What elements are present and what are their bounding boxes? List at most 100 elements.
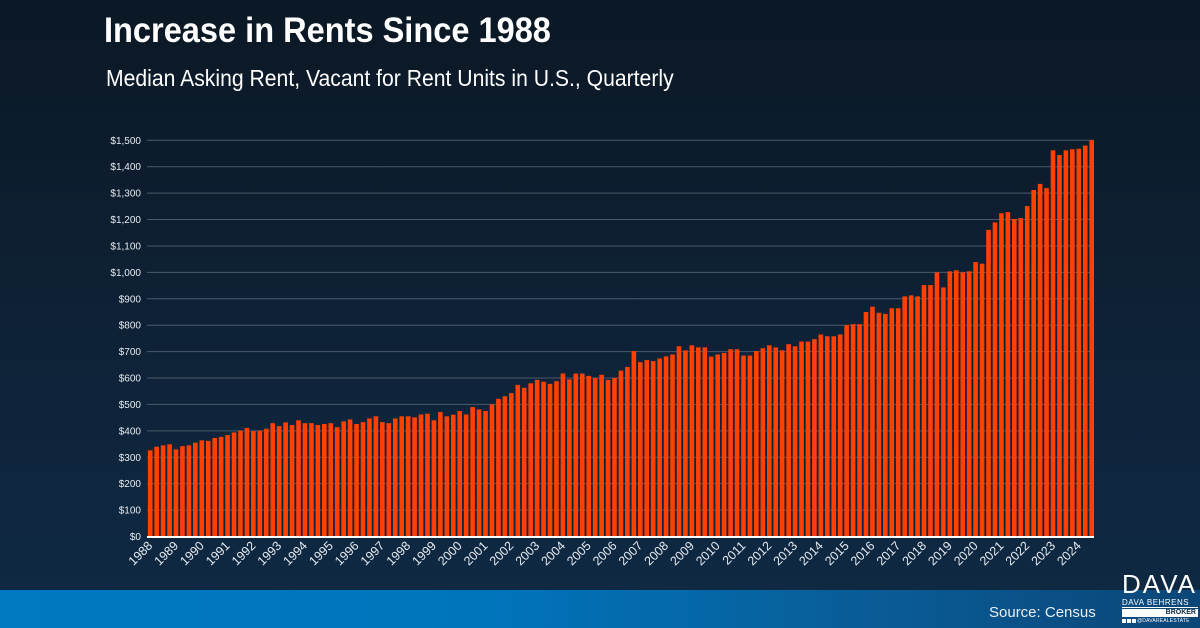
x-tick-label: 2022 — [1003, 539, 1033, 569]
bar — [986, 229, 991, 537]
bar — [631, 351, 637, 537]
bar — [644, 360, 650, 537]
bar — [960, 272, 966, 537]
x-tick-label: 2014 — [796, 539, 826, 569]
bar — [1089, 140, 1094, 537]
x-tick-label: 1991 — [203, 539, 233, 569]
bar — [567, 379, 572, 537]
y-tick-label: $1,200 — [110, 215, 141, 226]
bar — [592, 378, 598, 537]
bar — [1031, 189, 1036, 537]
bar — [470, 407, 475, 537]
bar — [573, 373, 579, 537]
bar — [676, 346, 682, 537]
bar — [147, 450, 153, 537]
bar — [928, 285, 933, 537]
x-tick-label: 2009 — [667, 539, 697, 569]
bar — [360, 422, 366, 537]
bar — [334, 427, 340, 537]
bar — [721, 352, 727, 537]
bar — [296, 420, 301, 537]
bar — [1018, 217, 1024, 537]
bar — [380, 422, 385, 537]
bar — [883, 313, 888, 537]
bar — [309, 423, 314, 537]
bar — [915, 296, 920, 537]
bar — [612, 378, 617, 537]
x-tick-label: 1997 — [358, 539, 388, 569]
bar — [734, 349, 740, 537]
bar — [489, 404, 495, 537]
x-axis-tick-labels: 1988198919901991199219931994199519961997… — [126, 539, 1084, 569]
y-axis-tick-labels: $0 $100 $200 $300 $400 $500 $600 $700 $800 $900 $1… — [110, 136, 141, 543]
logo-wordmark: DAVA — [1122, 571, 1197, 598]
bar — [521, 387, 527, 537]
x-tick-label: 1996 — [332, 539, 362, 569]
bar — [180, 446, 185, 537]
x-tick-label: 2019 — [925, 539, 955, 569]
bar — [953, 270, 959, 537]
bar — [947, 271, 953, 537]
bar — [825, 336, 830, 537]
y-tick-label: $600 — [119, 374, 142, 385]
y-tick-label: $1,000 — [110, 268, 141, 279]
bar — [605, 379, 611, 537]
bar — [831, 336, 837, 537]
bar — [418, 414, 424, 537]
bar — [792, 346, 798, 537]
bar — [476, 409, 482, 537]
bars — [147, 140, 1094, 537]
bar — [941, 287, 946, 537]
x-tick-label: 2024 — [1054, 539, 1084, 569]
logo-social-row: @DAVAREALESTATE — [1122, 618, 1198, 625]
footer-band — [0, 590, 1200, 628]
chart-title: Increase in Rents Since 1988 — [104, 11, 551, 50]
bar — [1063, 150, 1069, 537]
source-note: Source: Census — [989, 604, 1096, 621]
bar — [302, 423, 308, 537]
bar — [779, 350, 785, 537]
bar — [160, 445, 166, 537]
bar — [322, 423, 327, 537]
bar — [747, 355, 753, 537]
bar — [1044, 188, 1049, 537]
bar — [354, 423, 359, 537]
y-tick-label: $800 — [119, 321, 142, 332]
brand-logo: DAVA DAVA BEHRENS BROKER @DAVAREALESTATE — [1122, 571, 1198, 625]
bar — [625, 366, 630, 537]
bar — [399, 416, 404, 537]
logo-role: BROKER — [1122, 609, 1198, 617]
bar — [450, 414, 456, 537]
bar — [754, 351, 759, 537]
bar — [1012, 219, 1017, 537]
bar — [509, 393, 514, 537]
bar — [251, 431, 256, 537]
bar — [1057, 155, 1062, 537]
bar — [844, 325, 849, 537]
bar — [1024, 206, 1030, 537]
bar — [863, 311, 869, 537]
y-tick-label: $1,100 — [110, 241, 141, 252]
bar — [554, 381, 559, 537]
bar — [895, 308, 901, 537]
x-tick-label: 2008 — [642, 539, 672, 569]
chart-subtitle: Median Asking Rent, Vacant for Rent Unit… — [106, 65, 674, 91]
bar — [708, 356, 714, 537]
bar — [515, 384, 521, 537]
bar — [193, 442, 198, 537]
x-tick-label: 2021 — [977, 539, 1007, 569]
x-tick-label: 1993 — [255, 539, 285, 569]
x-tick-label: 1999 — [409, 539, 439, 569]
bar — [786, 344, 791, 537]
bar — [412, 417, 417, 537]
bar — [405, 416, 411, 537]
bar — [1037, 183, 1043, 537]
x-tick-label: 1998 — [384, 539, 414, 569]
bar — [902, 296, 907, 537]
bar — [560, 373, 566, 537]
bar — [444, 416, 450, 537]
bar — [534, 379, 540, 537]
x-tick-label: 1990 — [177, 539, 207, 569]
x-tick-label: 2000 — [435, 539, 465, 569]
